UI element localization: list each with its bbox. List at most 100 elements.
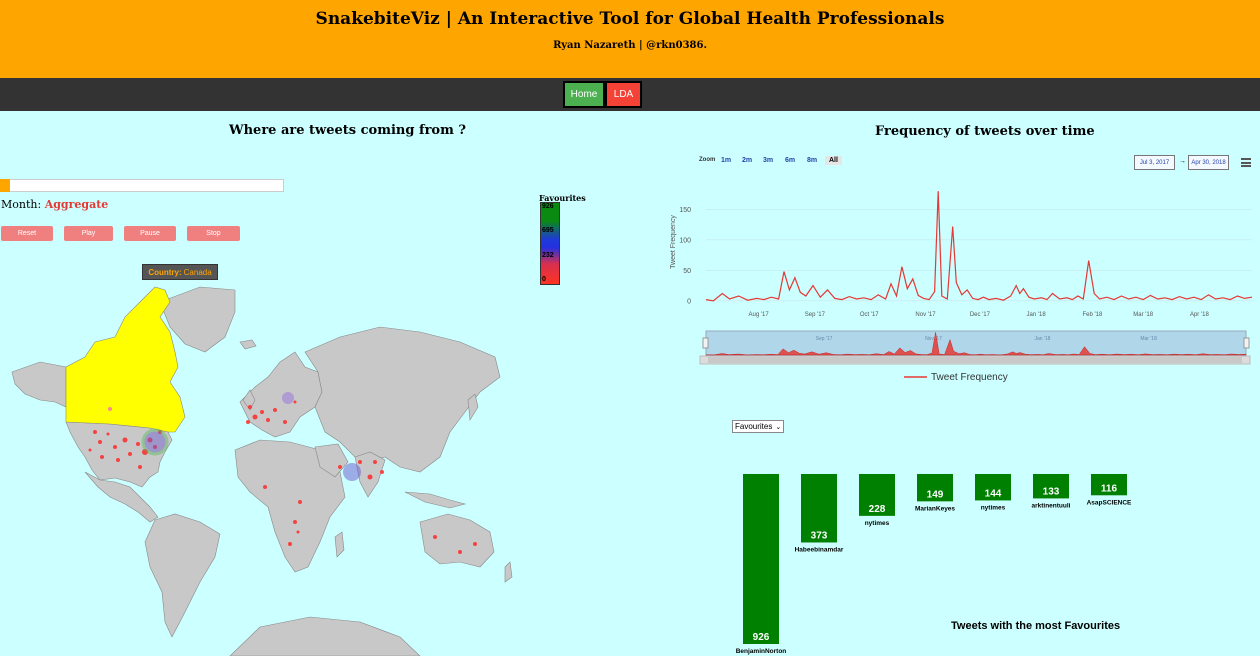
bar[interactable]	[859, 474, 895, 516]
metric-dropdown[interactable]: Favourites ⌄	[732, 420, 784, 433]
map-region-australia	[419, 513, 495, 568]
tooltip-value: Canada	[183, 267, 212, 277]
map-region-iceland	[239, 339, 257, 350]
bar-value-label: 373	[811, 530, 828, 541]
bar-value-label: 228	[869, 504, 886, 515]
map-region-asia	[304, 326, 501, 473]
metric-dropdown-value: Favourites	[735, 422, 773, 431]
bar-category-label: Habeebinamdar	[795, 546, 844, 553]
world-map[interactable]	[0, 282, 520, 656]
bar-chart-title: Tweets with the most Favourites	[951, 620, 1121, 632]
navigator-handle-left[interactable]	[702, 337, 709, 349]
bar[interactable]	[1091, 474, 1127, 496]
zoom-8m-button[interactable]: 8m	[807, 157, 818, 164]
bar[interactable]	[743, 474, 779, 644]
legend-tick: 0	[542, 276, 546, 283]
country-tooltip: Country: Canada	[142, 264, 218, 280]
bar-category-label: MarianKeyes	[915, 505, 955, 512]
zoom-1m-button[interactable]: 1m	[721, 157, 732, 164]
favourites-legend-title: Favourites	[539, 193, 586, 203]
x-tick-label: Feb '18	[1082, 312, 1102, 318]
month-slider-fill[interactable]	[0, 179, 10, 192]
page-subtitle: Ryan Nazareth | @rkn0386.	[553, 40, 707, 51]
bar-value-label: 149	[927, 489, 944, 500]
zoom-all-button[interactable]: All	[825, 156, 842, 165]
x-tick-label: Sep '17	[805, 312, 826, 318]
map-region-canada	[65, 286, 186, 433]
map-bubble-europe	[282, 392, 294, 404]
month-value: Aggregate	[44, 198, 109, 211]
month-slider[interactable]	[0, 179, 284, 192]
month-label: Month: Aggregate	[1, 198, 108, 211]
bars: 926 BenjaminNorton 373 Habeebinamdar 228 nyti…	[736, 474, 1132, 655]
play-button[interactable]: Play	[64, 226, 113, 241]
y-tick-label: 100	[679, 237, 691, 244]
bar-value-label: 133	[1043, 486, 1060, 497]
map-region-africa	[234, 439, 346, 573]
x-tick-label: Mar '18	[1133, 312, 1153, 318]
pause-button[interactable]: Pause	[124, 226, 176, 241]
bar-category-label: nytimes	[981, 504, 1006, 511]
legend-label[interactable]: Tweet Frequency	[931, 372, 1008, 383]
navbar: Home LDA	[0, 78, 1260, 111]
navigator-tick-label: Mar '18	[1140, 336, 1157, 342]
zoom-3m-button[interactable]: 3m	[763, 157, 774, 164]
navigator-area	[705, 332, 1247, 356]
x-tick-label: Apr '18	[1190, 312, 1209, 318]
map-region-greenland	[159, 286, 236, 353]
zoom-2m-button[interactable]: 2m	[742, 157, 753, 164]
map-region-indonesia	[404, 491, 467, 509]
tweet-frequency-chart[interactable]: 0 50 100 150 Tweet Frequency Aug '17 Sep '17…	[662, 145, 1260, 390]
home-button[interactable]: Home	[563, 81, 605, 108]
x-tick-label: Aug '17	[749, 312, 770, 318]
favourites-bar-chart[interactable]: 926 BenjaminNorton 373 Habeebinamdar 228 nyti…	[730, 460, 1170, 656]
y-tick-label: 150	[679, 207, 691, 214]
hamburger-menu-icon[interactable]	[1241, 158, 1251, 167]
bar[interactable]	[1033, 474, 1069, 499]
navigator-tick-label: Sep '17	[816, 336, 833, 342]
x-tick-label: Oct '17	[860, 312, 879, 318]
bar-category-label: arktinentuuli	[1031, 502, 1070, 509]
bar-value-label: 144	[985, 488, 1002, 499]
navigator-ticks: Sep '17 Nov '17 Jan '18 Mar '18	[816, 336, 1157, 342]
zoom-6m-button[interactable]: 6m	[785, 157, 796, 164]
legend-tick: 232	[542, 252, 554, 259]
date-from-input[interactable]: Jul 3, 2017	[1134, 155, 1175, 170]
bar[interactable]	[975, 474, 1011, 501]
map-region-mexico	[84, 471, 159, 523]
favourites-legend-colorbar	[540, 202, 560, 285]
date-to-input[interactable]: Apr 30, 2018	[1188, 155, 1229, 170]
map-region-new-zealand	[504, 561, 513, 583]
lda-button[interactable]: LDA	[605, 81, 642, 108]
navigator-tick-label: Nov '17	[925, 336, 942, 342]
reset-button[interactable]: Reset	[1, 226, 53, 241]
bar-value-label: 116	[1101, 483, 1118, 494]
timeline-section-title: Frequency of tweets over time	[875, 124, 1095, 139]
month-label-text: Month:	[1, 198, 42, 211]
map-section-title: Where are tweets coming from ?	[229, 123, 466, 138]
page-header: SnakebiteViz | An Interactive Tool for G…	[0, 0, 1260, 78]
map-bubble-india	[343, 463, 361, 481]
bar-category-label: nytimes	[865, 520, 890, 527]
map-bubble-canada	[108, 407, 112, 411]
navigator-scrollbar-thumb[interactable]	[708, 357, 1242, 363]
bar[interactable]	[801, 474, 837, 543]
tweet-frequency-line	[705, 191, 1253, 302]
legend-tick: 695	[542, 227, 554, 234]
map-region-antarctica	[229, 616, 421, 656]
stop-button[interactable]: Stop	[187, 226, 240, 241]
y-axis-ticks: 0 50 100 150	[679, 207, 691, 305]
bar[interactable]	[917, 474, 953, 502]
x-tick-label: Nov '17	[915, 312, 936, 318]
bar-value-label: 926	[753, 632, 770, 643]
x-tick-label: Dec '17	[970, 312, 991, 318]
x-tick-label: Jan '18	[1027, 312, 1047, 318]
navigator-handle-right[interactable]	[1243, 337, 1250, 349]
date-range-arrow: →	[1179, 158, 1186, 165]
map-region-south-america	[144, 513, 221, 638]
chart-grid	[706, 209, 1252, 302]
bar-category-label: BenjaminNorton	[736, 648, 787, 655]
tooltip-key: Country:	[148, 267, 182, 277]
x-axis-ticks: Aug '17 Sep '17 Oct '17 Nov '17 Dec '17 Jan '…	[749, 312, 1210, 318]
page-title: SnakebiteViz | An Interactive Tool for G…	[315, 9, 945, 29]
